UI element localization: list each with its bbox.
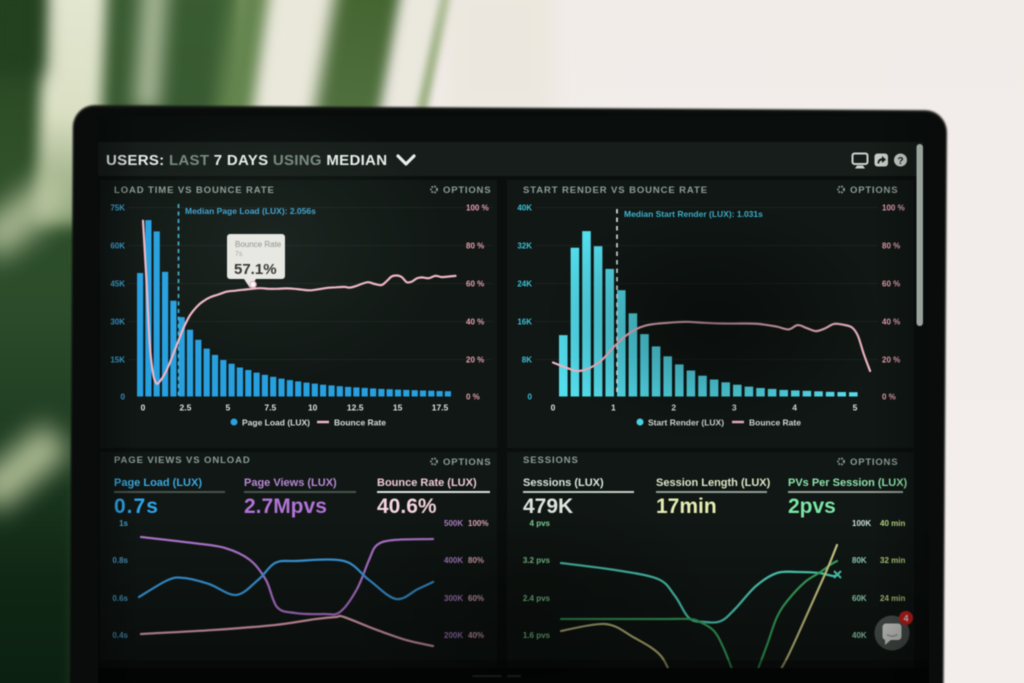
svg-text:Page Load (LUX): Page Load (LUX)	[242, 418, 310, 428]
svg-text:100 %: 100 %	[882, 204, 905, 213]
svg-text:Median Page Load (LUX): 2.056s: Median Page Load (LUX): 2.056s	[185, 206, 316, 216]
svg-text:5: 5	[853, 403, 858, 413]
svg-text:LOAD TIME VS BOUNCE RATE: LOAD TIME VS BOUNCE RATE	[114, 185, 275, 196]
svg-text:Bounce Rate: Bounce Rate	[334, 418, 386, 428]
svg-text:60K: 60K	[110, 242, 125, 251]
svg-text:40K: 40K	[852, 631, 867, 640]
svg-text:0.6s: 0.6s	[112, 594, 128, 603]
svg-text:80%: 80%	[468, 556, 484, 565]
svg-text:500K: 500K	[444, 519, 463, 528]
svg-text:20 %: 20 %	[882, 356, 900, 365]
svg-text:75K: 75K	[110, 204, 125, 213]
svg-text:15: 15	[393, 403, 403, 413]
svg-text:Page Views (LUX): Page Views (LUX)	[244, 477, 337, 489]
svg-text:12.5: 12.5	[347, 403, 364, 413]
svg-text:2.7Mpvs: 2.7Mpvs	[244, 495, 327, 518]
svg-text:USERS: LAST 7 DAYS USING MEDIA: USERS: LAST 7 DAYS USING MEDIAN	[106, 152, 387, 169]
svg-text:0.8s: 0.8s	[112, 556, 128, 565]
svg-text:7.5: 7.5	[264, 403, 276, 413]
svg-text:2pvs: 2pvs	[788, 495, 836, 518]
svg-text:300K: 300K	[444, 594, 463, 603]
svg-text:Bounce Rate: Bounce Rate	[749, 418, 801, 428]
svg-text:32 min: 32 min	[880, 556, 905, 565]
svg-text:80 %: 80 %	[882, 242, 900, 251]
svg-text:5: 5	[226, 403, 231, 413]
svg-text:40%: 40%	[468, 631, 484, 640]
svg-text:4 pvs: 4 pvs	[530, 519, 551, 528]
svg-text:24K: 24K	[517, 280, 532, 289]
svg-text:57.1%: 57.1%	[234, 261, 277, 278]
svg-text:40 min: 40 min	[880, 519, 905, 528]
svg-text:60K: 60K	[852, 594, 867, 603]
svg-text:1.6 pvs: 1.6 pvs	[523, 631, 551, 640]
svg-text:80 %: 80 %	[466, 242, 484, 251]
svg-text:0: 0	[528, 393, 533, 402]
svg-text:80K: 80K	[852, 556, 867, 565]
svg-text:Session Length (LUX): Session Length (LUX)	[656, 477, 771, 489]
svg-text:OPTIONS: OPTIONS	[443, 457, 491, 468]
svg-text:40 %: 40 %	[466, 318, 484, 327]
svg-text:0.4s: 0.4s	[112, 631, 128, 640]
svg-text:17min: 17min	[656, 495, 717, 518]
svg-text:40K: 40K	[517, 204, 532, 213]
svg-text:100%: 100%	[468, 519, 488, 528]
svg-text:?: ?	[897, 156, 903, 167]
svg-text:Bounce Rate (LUX): Bounce Rate (LUX)	[377, 477, 477, 489]
svg-text:Median Start Render (LUX): 1.0: Median Start Render (LUX): 1.031s	[624, 209, 763, 219]
svg-text:479K: 479K	[523, 495, 573, 518]
svg-text:START RENDER VS BOUNCE RATE: START RENDER VS BOUNCE RATE	[523, 185, 708, 196]
svg-text:100K: 100K	[852, 519, 871, 528]
svg-text:SESSIONS: SESSIONS	[523, 455, 579, 466]
svg-text:7s: 7s	[235, 251, 243, 258]
svg-text:4: 4	[903, 614, 908, 624]
svg-text:24 min: 24 min	[880, 594, 905, 603]
svg-text:1s: 1s	[119, 519, 128, 528]
svg-text:0: 0	[551, 403, 556, 413]
svg-text:PAGE VIEWS VS ONLOAD: PAGE VIEWS VS ONLOAD	[114, 455, 251, 466]
svg-text:1: 1	[611, 403, 616, 413]
svg-text:60%: 60%	[468, 594, 484, 603]
svg-text:2.4 pvs: 2.4 pvs	[523, 594, 551, 603]
svg-text:100 %: 100 %	[466, 204, 489, 213]
svg-text:30K: 30K	[110, 318, 125, 327]
svg-text:Start Render (LUX): Start Render (LUX)	[648, 418, 724, 428]
svg-text:0 %: 0 %	[466, 393, 480, 402]
svg-text:3: 3	[732, 403, 737, 413]
svg-text:0 %: 0 %	[882, 393, 896, 402]
svg-text:OPTIONS: OPTIONS	[850, 457, 898, 468]
svg-text:40 %: 40 %	[882, 318, 900, 327]
svg-text:Sessions (LUX): Sessions (LUX)	[523, 477, 604, 489]
svg-text:2: 2	[671, 403, 676, 413]
svg-text:Bounce Rate: Bounce Rate	[235, 240, 282, 249]
svg-text:60 %: 60 %	[466, 280, 484, 289]
svg-text:45K: 45K	[110, 280, 125, 289]
svg-text:16K: 16K	[517, 318, 532, 327]
svg-text:OPTIONS: OPTIONS	[443, 185, 491, 196]
svg-text:40.6%: 40.6%	[377, 495, 437, 518]
svg-text:60 %: 60 %	[882, 280, 900, 289]
svg-text:0: 0	[141, 403, 146, 413]
svg-text:20 %: 20 %	[466, 356, 484, 365]
svg-text:0.7s: 0.7s	[114, 495, 159, 518]
svg-text:3.2 pvs: 3.2 pvs	[523, 556, 551, 565]
svg-text:8K: 8K	[522, 356, 532, 365]
svg-text:Page Load (LUX): Page Load (LUX)	[114, 477, 202, 489]
svg-text:200K: 200K	[444, 631, 463, 640]
svg-text:10: 10	[308, 403, 318, 413]
svg-text:OPTIONS: OPTIONS	[850, 185, 898, 196]
svg-text:15K: 15K	[110, 356, 125, 365]
svg-text:0: 0	[121, 393, 126, 402]
svg-text:17.5: 17.5	[432, 403, 449, 413]
svg-text:PVs Per Session (LUX): PVs Per Session (LUX)	[788, 477, 908, 489]
svg-text:400K: 400K	[444, 556, 463, 565]
svg-text:4: 4	[792, 403, 797, 413]
svg-text:32K: 32K	[517, 242, 532, 251]
svg-text:2.5: 2.5	[179, 403, 191, 413]
